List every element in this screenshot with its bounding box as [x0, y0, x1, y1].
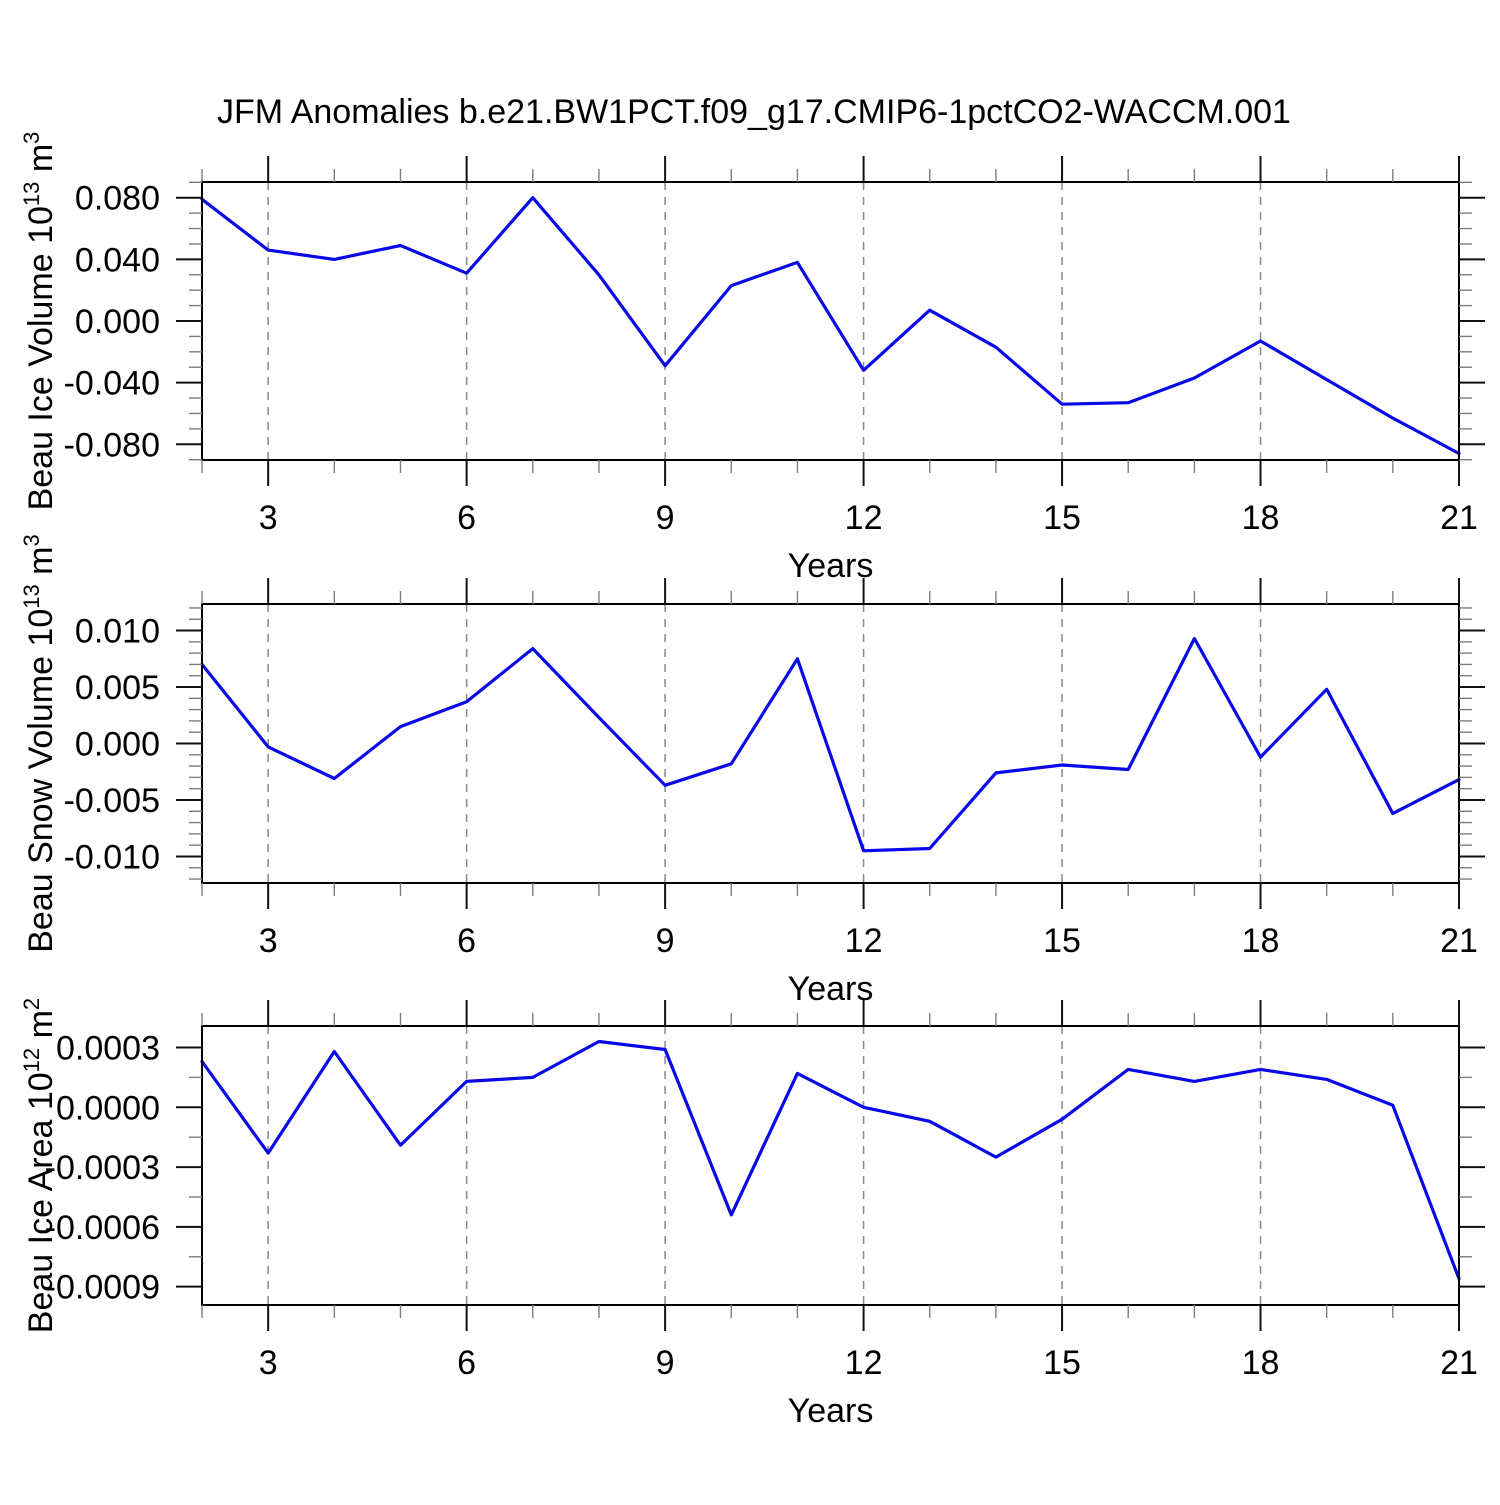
- x-axis-title: Years: [788, 547, 874, 585]
- y-axis-title-text: Beau Snow Volume 10: [22, 609, 60, 953]
- y-axis-title-sup: 3: [19, 132, 44, 144]
- y-axis-title-sup: 12: [19, 1048, 44, 1072]
- y-axis-title-sup: 13: [19, 584, 44, 608]
- data-line-beau-ice-area: [200, 1039, 1461, 1281]
- y-tick-label: 0.0003: [56, 1030, 160, 1068]
- x-tick-label: 9: [656, 499, 675, 537]
- plot-frame: [201, 181, 1460, 461]
- y-axis-title-sup: 2: [19, 998, 44, 1010]
- figure-title: JFM Anomalies b.e21.BW1PCT.f09_g17.CMIP6…: [217, 93, 1291, 131]
- y-axis-title-text: m: [22, 1010, 60, 1048]
- x-tick-label: 6: [457, 1344, 476, 1382]
- y-tick-label: -0.0009: [45, 1269, 160, 1307]
- data-line-beau-ice-volume: [200, 196, 1461, 456]
- panel-beau-ice-volume: 3 6 9 12 15 18 21 Years 0.080 0.040 0.000 -0.040 -0.…: [19, 132, 1485, 585]
- x-tick-label: 18: [1242, 922, 1280, 960]
- x-tick-label: 3: [259, 922, 278, 960]
- x-tick-label: 21: [1440, 1344, 1478, 1382]
- y-axis-title: Beau Snow Volume 1013 m3: [19, 534, 60, 953]
- panel-beau-ice-area: 3 6 9 12 15 18 21 Years 0.0003 0.0000 -0.0003 -0.00…: [19, 998, 1485, 1430]
- y-tick-label: 0.040: [75, 241, 160, 279]
- y-tick-label: -0.0006: [45, 1209, 160, 1247]
- y-axis-title-text: m: [22, 144, 60, 182]
- x-tick-label: 6: [457, 499, 476, 537]
- x-tick-label: 15: [1043, 499, 1081, 537]
- plot-frame: [201, 1025, 1460, 1306]
- x-tick-label: 6: [457, 922, 476, 960]
- x-tick-label: 21: [1440, 922, 1478, 960]
- y-tick-label: -0.040: [64, 365, 160, 403]
- x-tick-label: 18: [1242, 1344, 1280, 1382]
- y-tick-label: 0.080: [75, 180, 160, 218]
- x-tick-label: 3: [259, 1344, 278, 1382]
- x-tick-label: 9: [656, 922, 675, 960]
- data-line-beau-snow-volume: [200, 636, 1461, 853]
- x-tick-label: 15: [1043, 1344, 1081, 1382]
- y-tick-label: 0.010: [75, 613, 160, 651]
- y-tick-label: 0.000: [75, 726, 160, 764]
- x-tick-label: 18: [1242, 499, 1280, 537]
- x-tick-label: 21: [1440, 499, 1478, 537]
- y-tick-label: -0.005: [64, 782, 160, 820]
- y-axis-title-text: m: [22, 546, 60, 584]
- y-axis-title: Beau Ice Volume 1013 m3: [19, 132, 60, 511]
- plot-frame: [201, 603, 1460, 884]
- y-tick-label: -0.0003: [45, 1149, 160, 1187]
- x-axis-title: Years: [788, 1392, 874, 1430]
- y-axis-title: Beau Ice Area 1012 m2: [19, 998, 60, 1333]
- y-axis-title-sup: 3: [19, 534, 44, 546]
- y-tick-label: -0.080: [64, 426, 160, 464]
- x-tick-label: 12: [845, 922, 883, 960]
- x-tick-label: 9: [656, 1344, 675, 1382]
- x-axis-title: Years: [788, 970, 874, 1008]
- y-axis-title-sup: 13: [19, 182, 44, 206]
- x-tick-label: 15: [1043, 922, 1081, 960]
- y-tick-label: -0.010: [64, 838, 160, 876]
- x-tick-label: 12: [845, 1344, 883, 1382]
- y-tick-label: 0.000: [75, 303, 160, 341]
- y-tick-label: 0.005: [75, 669, 160, 707]
- panel-beau-snow-volume: 3 6 9 12 15 18 21 Years 0.010 0.005 0.000 -0.005 -0.…: [19, 534, 1485, 1008]
- x-tick-label: 3: [259, 499, 278, 537]
- y-tick-label: 0.0000: [56, 1089, 160, 1127]
- x-tick-label: 12: [845, 499, 883, 537]
- y-axis-title-text: Beau Ice Area 10: [22, 1072, 60, 1333]
- y-axis-title-text: Beau Ice Volume 10: [22, 206, 60, 510]
